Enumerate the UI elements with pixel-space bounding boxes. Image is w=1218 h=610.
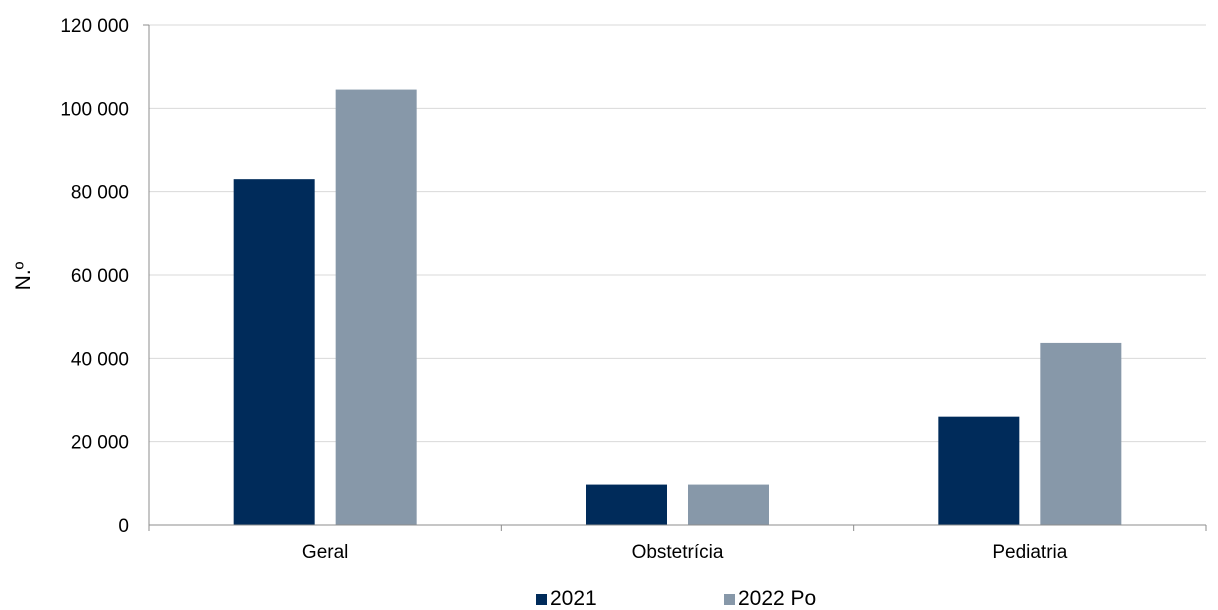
x-category-label: Pediatria — [992, 542, 1067, 563]
bars — [233, 89, 1122, 525]
legend: 2021 2022 Po — [536, 587, 816, 610]
bar-obstetr-cia-2022-po — [688, 484, 769, 525]
y-tick-label: 0 — [118, 516, 129, 537]
bar-obstetr-cia-2021 — [586, 484, 667, 525]
legend-label: 2022 Po — [738, 587, 816, 610]
x-axis-labels: Geral Obstetrícia Pediatria — [302, 542, 1068, 563]
y-axis-title: N.º — [12, 261, 35, 290]
y-axis-ticks: 0 20 000 40 000 60 000 80 000 100 000 120 000 — [60, 16, 129, 537]
legend-swatch — [724, 594, 735, 605]
y-tick-label: 120 000 — [60, 16, 129, 37]
axes — [143, 24, 1207, 531]
y-tick-label: 60 000 — [71, 266, 129, 287]
y-tick-label: 20 000 — [71, 433, 129, 454]
y-tick-label: 40 000 — [71, 349, 129, 370]
bar-pediatria-2021 — [938, 416, 1020, 525]
x-category-label: Geral — [302, 542, 348, 563]
x-category-label: Obstetrícia — [632, 542, 724, 563]
y-tick-label: 80 000 — [71, 183, 129, 204]
y-tick-label: 100 000 — [60, 99, 129, 120]
gridlines — [149, 24, 1206, 443]
bar-pediatria-2022-po — [1040, 342, 1122, 525]
legend-swatch — [536, 594, 547, 605]
legend-label: 2021 — [550, 587, 597, 610]
bar-geral-2022-po — [335, 89, 417, 525]
bar-geral-2021 — [233, 179, 315, 525]
